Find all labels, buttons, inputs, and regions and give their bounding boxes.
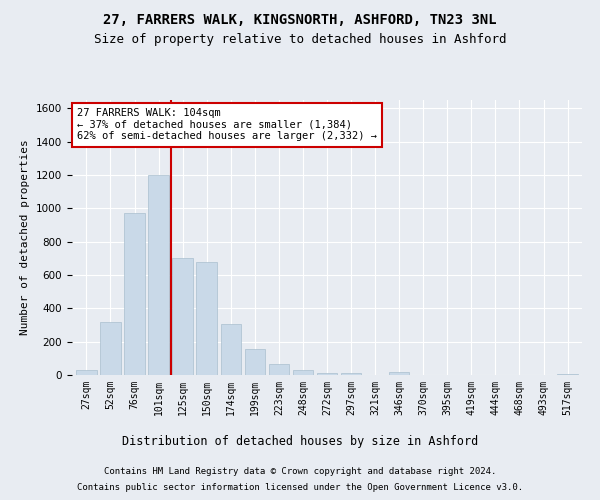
- Bar: [341, 374, 361, 375]
- Text: Contains public sector information licensed under the Open Government Licence v3: Contains public sector information licen…: [77, 482, 523, 492]
- Bar: [293, 370, 313, 375]
- Bar: [172, 258, 193, 375]
- Bar: [245, 349, 265, 375]
- Bar: [317, 372, 337, 375]
- Text: Distribution of detached houses by size in Ashford: Distribution of detached houses by size …: [122, 435, 478, 448]
- Text: Contains HM Land Registry data © Crown copyright and database right 2024.: Contains HM Land Registry data © Crown c…: [104, 468, 496, 476]
- Bar: [389, 372, 409, 375]
- Text: Size of property relative to detached houses in Ashford: Size of property relative to detached ho…: [94, 32, 506, 46]
- Text: 27, FARRERS WALK, KINGSNORTH, ASHFORD, TN23 3NL: 27, FARRERS WALK, KINGSNORTH, ASHFORD, T…: [103, 12, 497, 26]
- Y-axis label: Number of detached properties: Number of detached properties: [20, 140, 31, 336]
- Bar: [221, 324, 241, 375]
- Text: 27 FARRERS WALK: 104sqm
← 37% of detached houses are smaller (1,384)
62% of semi: 27 FARRERS WALK: 104sqm ← 37% of detache…: [77, 108, 377, 142]
- Bar: [557, 374, 578, 375]
- Bar: [148, 175, 169, 375]
- Bar: [100, 322, 121, 375]
- Bar: [76, 370, 97, 375]
- Bar: [124, 214, 145, 375]
- Bar: [269, 364, 289, 375]
- Bar: [196, 262, 217, 375]
